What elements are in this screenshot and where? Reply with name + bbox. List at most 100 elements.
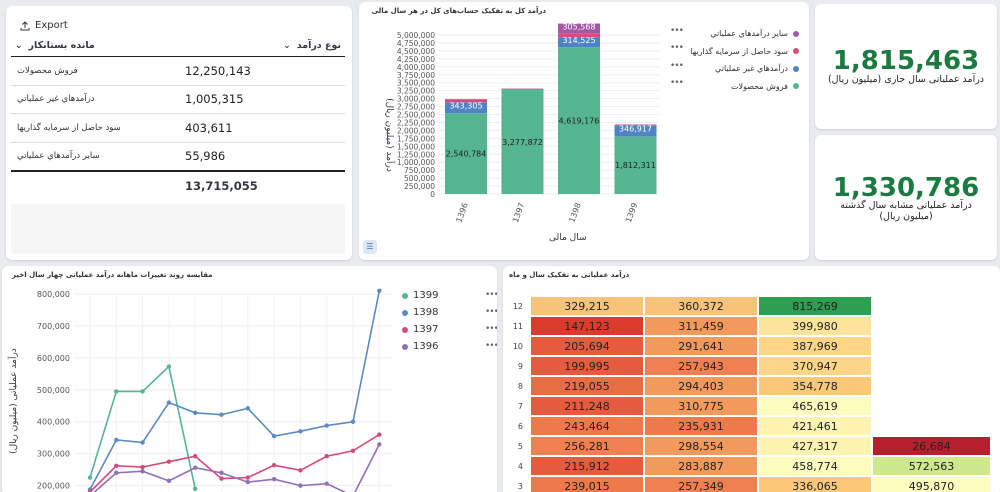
heatmap-cell[interactable]: 235,931 (645, 417, 758, 436)
heatmap-cell[interactable] (873, 417, 991, 436)
heatmap-cell[interactable]: 572,563 (873, 457, 991, 476)
income-table: ⌄ مانده بستانکار ⌄ نوع درآمد فروش محصولا… (11, 35, 345, 200)
row-value: 403,611 (185, 120, 233, 135)
heatmap-cell[interactable]: 257,943 (645, 357, 758, 376)
export-icon (20, 20, 30, 30)
heatmap-cell[interactable]: 283,887 (645, 457, 758, 476)
bar (501, 89, 544, 194)
heatmap-cell[interactable]: 291,641 (645, 337, 758, 356)
line-point (140, 469, 145, 474)
chevron-down-icon[interactable]: ⌄ (15, 40, 23, 51)
y-tick-label: 4,750,000 (397, 39, 435, 48)
line-series (89, 290, 381, 490)
row-value: 12,250,143 (185, 63, 251, 78)
legend-menu-dots[interactable]: ••• (670, 26, 684, 36)
legend-label: فروش محصولات (730, 81, 788, 91)
legend-menu-dots[interactable]: ••• (670, 61, 684, 71)
line-legend-item[interactable]: 1397 (402, 324, 438, 335)
legend-menu-dots[interactable]: ••• (485, 290, 497, 300)
legend-toggle-button[interactable]: ☰ (363, 240, 377, 254)
bar-legend-item[interactable]: سود حاصل از سرمايه گذاريها (690, 47, 799, 56)
heatmap-cell[interactable]: 215,912 (531, 457, 644, 476)
heatmap-cell[interactable]: 354,778 (759, 377, 872, 396)
x-tick-label: 1396 (454, 202, 469, 224)
heatmap-cell[interactable]: 219,055 (531, 377, 644, 396)
heatmap-cell[interactable]: 257,349 (645, 477, 758, 492)
heatmap-cell[interactable]: 815,269 (759, 297, 872, 316)
x-tick-label: 1398 (567, 202, 582, 224)
heatmap-cell[interactable]: 370,947 (759, 357, 872, 376)
heatmap-cell[interactable]: 458,774 (759, 457, 872, 476)
line-legend-item[interactable]: 1398 (402, 307, 438, 318)
legend-menu-dots[interactable]: ••• (485, 324, 497, 334)
table-empty-area (11, 204, 345, 254)
export-button[interactable]: Export (20, 20, 68, 31)
kpi-current-panel: 1,815,463 درآمد عملیاتی سال جاری (میلیون… (815, 4, 997, 129)
line-point (298, 468, 303, 473)
heatmap-cell[interactable]: 495,870 (873, 477, 991, 492)
line-point (140, 389, 145, 394)
col-balance-header[interactable]: ⌄ مانده بستانکار (15, 40, 95, 51)
heatmap-cell[interactable]: 399,980 (759, 317, 872, 336)
chevron-down-icon[interactable]: ⌄ (283, 40, 291, 51)
bar-legend-item[interactable]: ساير درآمدهاي عملياتي (710, 29, 799, 38)
y-tick-label: 5,000,000 (397, 31, 435, 40)
heatmap-cell[interactable]: 147,123 (531, 317, 644, 336)
heatmap-cell[interactable] (873, 357, 991, 376)
heatmap-month-label: 12 (512, 302, 523, 311)
heatmap-month-label: 11 (512, 322, 523, 331)
line-series (89, 433, 380, 492)
heatmap-cell[interactable]: 310,775 (645, 397, 758, 416)
heatmap-cell[interactable]: 387,969 (759, 337, 872, 356)
legend-menu-dots[interactable]: ••• (670, 78, 684, 88)
heatmap-cell[interactable]: 199,995 (531, 357, 644, 376)
heatmap-cell[interactable]: 329,215 (531, 297, 644, 316)
row-type: فروش محصولات (17, 65, 78, 76)
heatmap-cell[interactable]: 421,461 (759, 417, 872, 436)
heatmap-cell[interactable]: 336,065 (759, 477, 872, 492)
heatmap-cell[interactable]: 298,554 (645, 437, 758, 456)
heatmap-cell[interactable]: 360,372 (645, 297, 758, 316)
line-point (245, 475, 250, 480)
y-tick-label: 200,000 (37, 482, 70, 491)
heatmap-cell[interactable] (873, 317, 991, 336)
heatmap-cell[interactable]: 256,281 (531, 437, 644, 456)
legend-label: 1399 (413, 290, 439, 301)
heatmap-cell[interactable]: 243,464 (531, 417, 644, 436)
heatmap-month-label: 7 (517, 402, 523, 411)
bar-data-label: 343,305 (449, 101, 482, 110)
line-legend-item[interactable]: 1396 (402, 341, 438, 352)
heatmap-cell[interactable]: 26,684 (873, 437, 991, 456)
line-point (377, 442, 382, 447)
table-row: فروش محصولات 12,250,143 (11, 57, 345, 86)
heatmap-cell[interactable]: 239,015 (531, 477, 644, 492)
legend-dot-icon (793, 48, 799, 54)
heatmap-cell[interactable] (873, 337, 991, 356)
bar (558, 47, 600, 195)
bar-legend-item[interactable]: درآمدهاي غير عملياتي (715, 64, 799, 73)
heatmap-cell[interactable] (873, 377, 991, 396)
col-type-header[interactable]: ⌄ نوع درآمد (283, 40, 341, 51)
heatmap-cell[interactable] (873, 397, 991, 416)
legend-menu-dots[interactable]: ••• (485, 307, 497, 317)
line-point (219, 412, 224, 417)
heatmap-cell[interactable]: 205,694 (531, 337, 644, 356)
y-tick-label: 2,750,000 (397, 103, 435, 112)
heatmap-cell[interactable] (873, 297, 991, 316)
legend-label: 1398 (413, 307, 439, 318)
line-chart-title: مقایسه روند تغییرات ماهانه درآمد عملیاتی… (12, 271, 213, 279)
line-point (377, 432, 382, 437)
line-legend-item[interactable]: 1399 (402, 290, 438, 301)
heatmap-month-label: 5 (517, 442, 523, 451)
heatmap-cell[interactable]: 427,317 (759, 437, 872, 456)
heatmap-cell[interactable]: 211,248 (531, 397, 644, 416)
heatmap-cell[interactable]: 311,459 (645, 317, 758, 336)
y-tick-label: 3,000,000 (397, 95, 435, 104)
heatmap-cell[interactable]: 465,619 (759, 397, 872, 416)
legend-menu-dots[interactable]: ••• (485, 341, 497, 351)
line-point (219, 470, 224, 476)
heatmap-cell[interactable]: 294,403 (645, 377, 758, 396)
bar-legend-item[interactable]: فروش محصولات (731, 82, 799, 91)
x-tick-label: 1399 (624, 202, 639, 224)
legend-menu-dots[interactable]: ••• (670, 43, 684, 53)
